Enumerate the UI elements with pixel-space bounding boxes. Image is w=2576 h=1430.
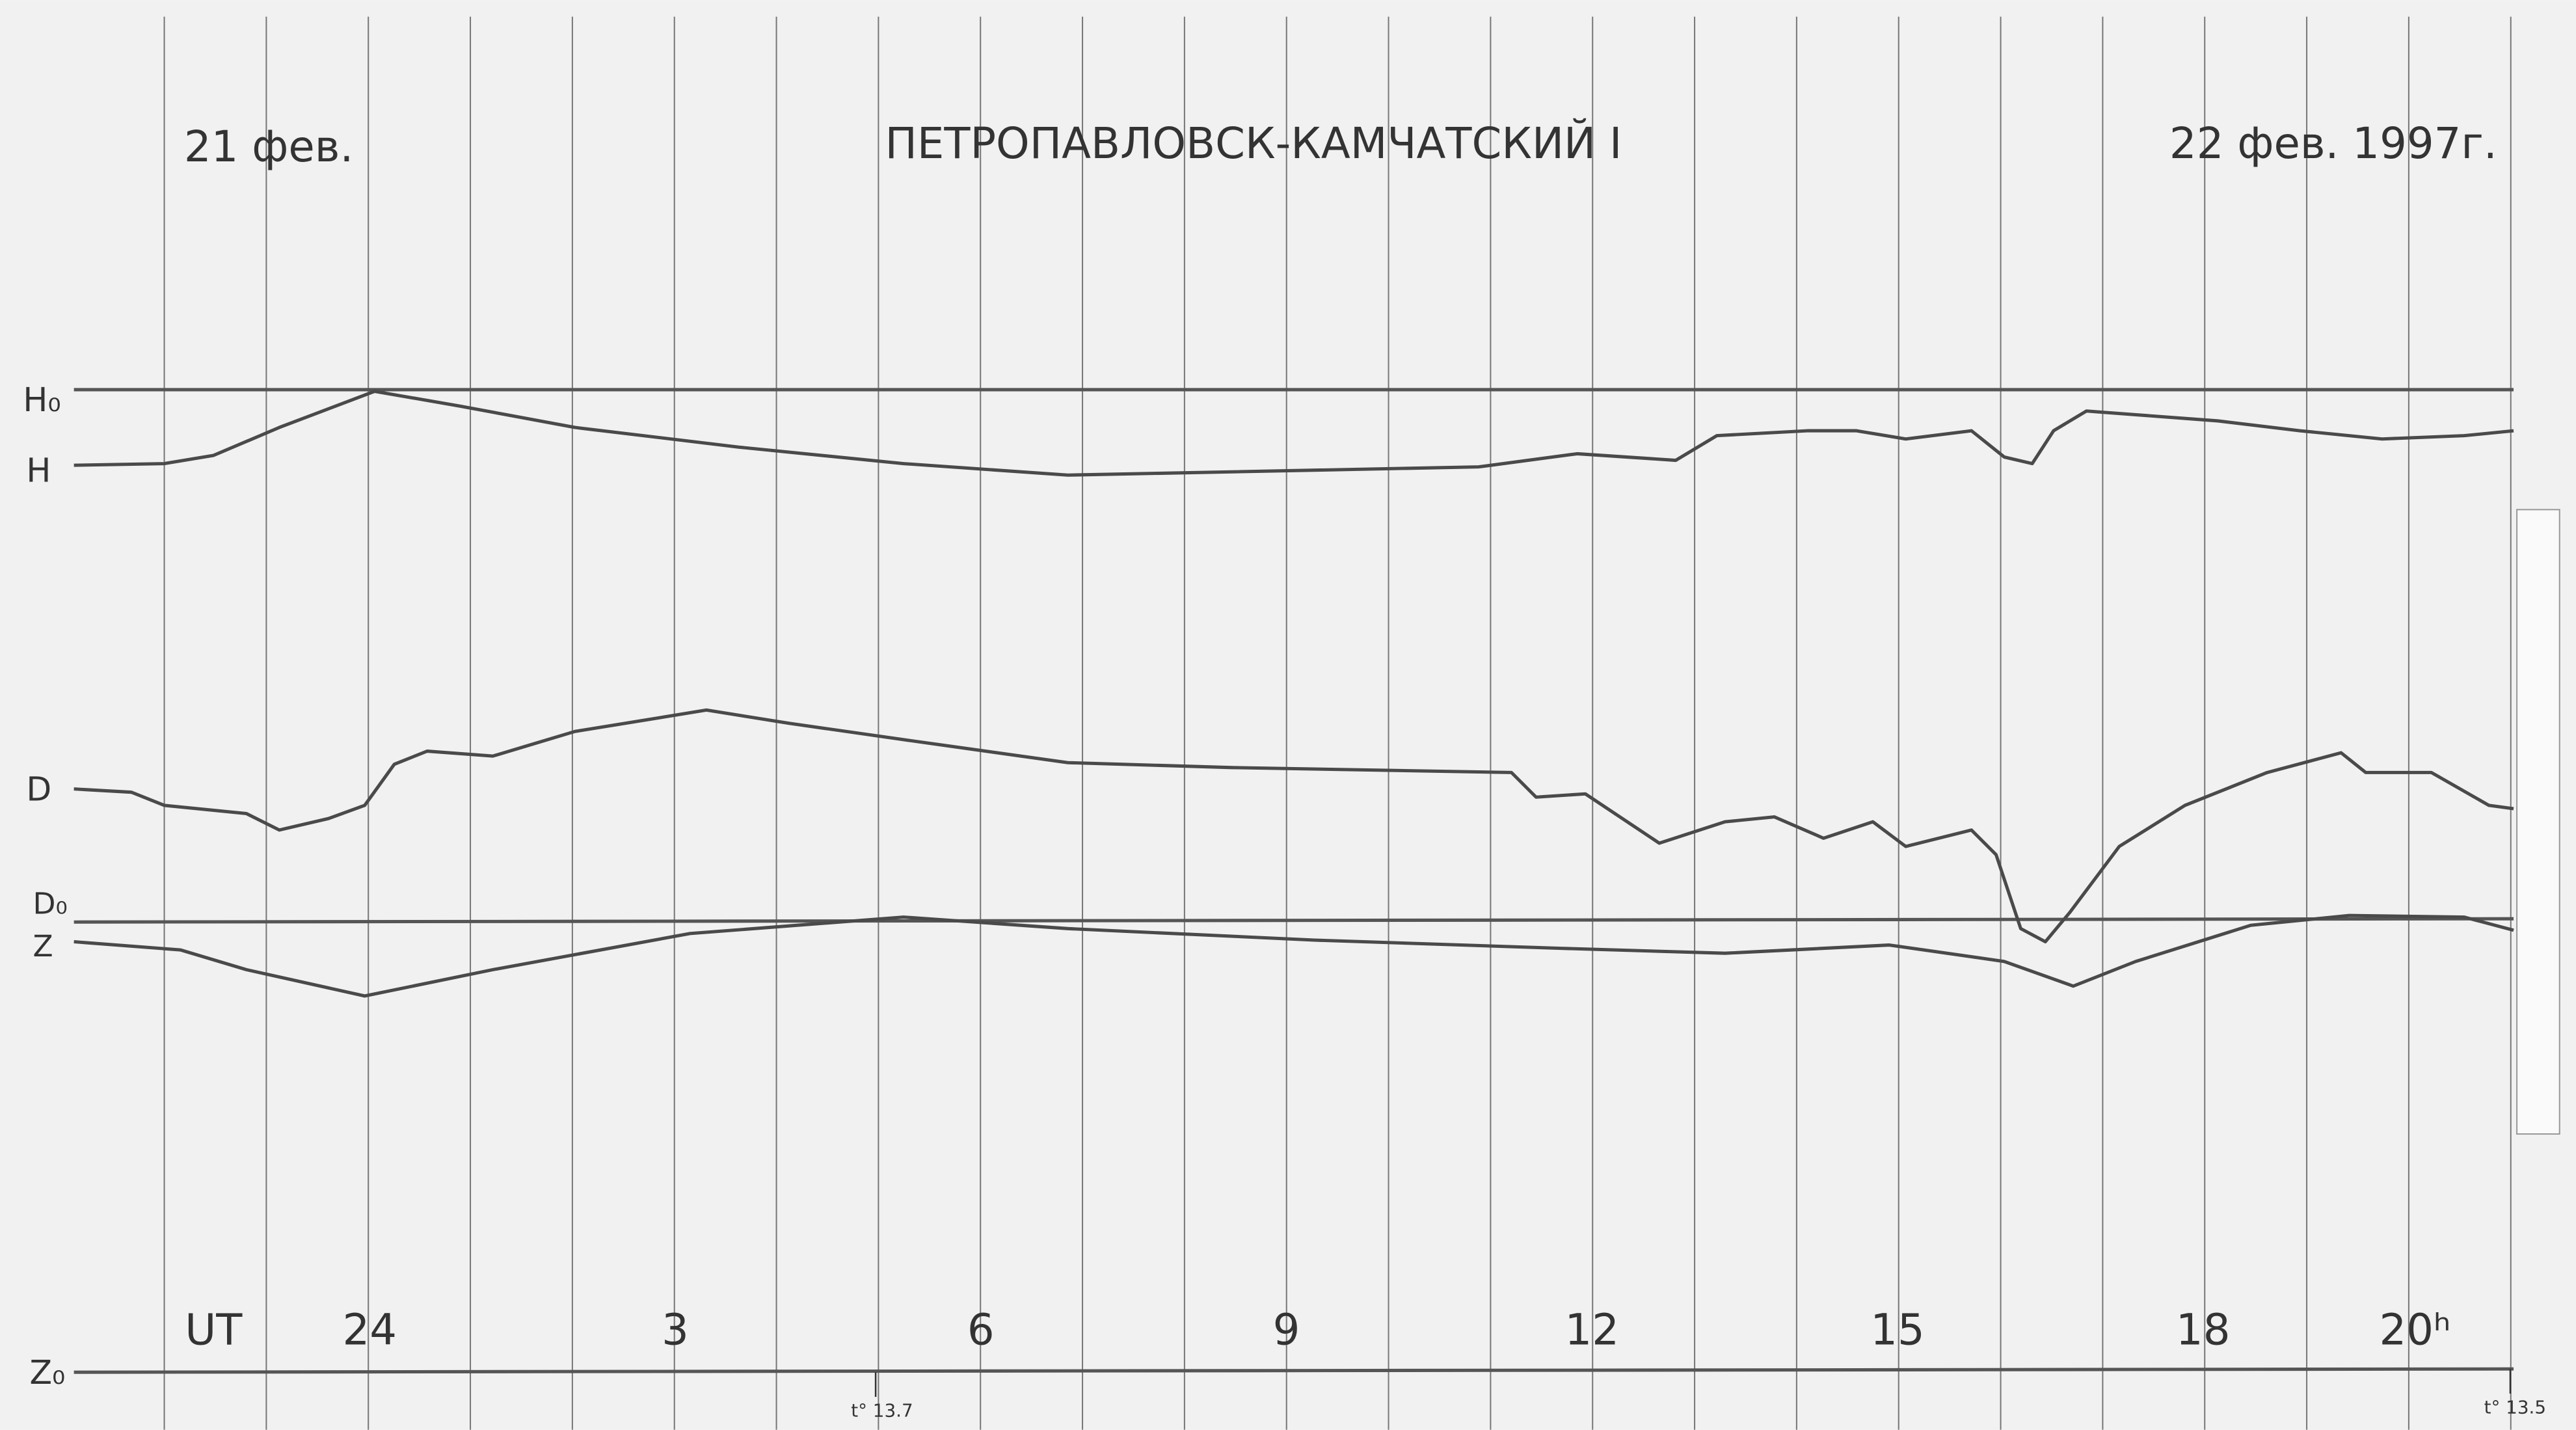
trace-label: H₀ xyxy=(23,381,60,419)
z-trace xyxy=(74,913,2514,998)
hour-label: 18 xyxy=(2176,1305,2231,1355)
date-right: 22 фев. 1997г. xyxy=(2169,119,2497,169)
hour-label: 15 xyxy=(1870,1305,1925,1355)
trace-label: Z₀ xyxy=(29,1353,65,1392)
hour-grid xyxy=(163,16,2512,1430)
trace-label: D₀ xyxy=(33,887,68,921)
scale-strip xyxy=(2516,509,2560,1135)
time-axis-label: UT xyxy=(185,1305,243,1355)
hour-label: 24 xyxy=(342,1305,397,1355)
hour-label: 20ʰ xyxy=(2379,1305,2450,1355)
temperature-mark: t° 13.7 xyxy=(851,1399,913,1421)
temperature-mark: t° 13.5 xyxy=(2484,1396,2546,1418)
hour-label: 9 xyxy=(1273,1305,1300,1355)
z0-baseline xyxy=(74,1367,2514,1374)
trace-label: H xyxy=(26,451,51,489)
hour-label: 6 xyxy=(967,1305,995,1355)
date-left: 21 фев. xyxy=(184,122,354,172)
title: ПЕТРОПАВЛОВСК-КАМЧАТСКИЙ I xyxy=(885,118,1622,169)
trace-label: D xyxy=(26,770,51,808)
d0-baseline xyxy=(74,917,2514,924)
h-trace xyxy=(74,389,2514,477)
hour-label: 3 xyxy=(662,1305,689,1355)
hour-label: 12 xyxy=(1564,1305,1619,1355)
d-trace xyxy=(74,708,2514,944)
hour-labels: 24 3 6 9 12 15 18 20ʰ xyxy=(342,1305,2450,1355)
trace-label: Z xyxy=(33,929,53,964)
